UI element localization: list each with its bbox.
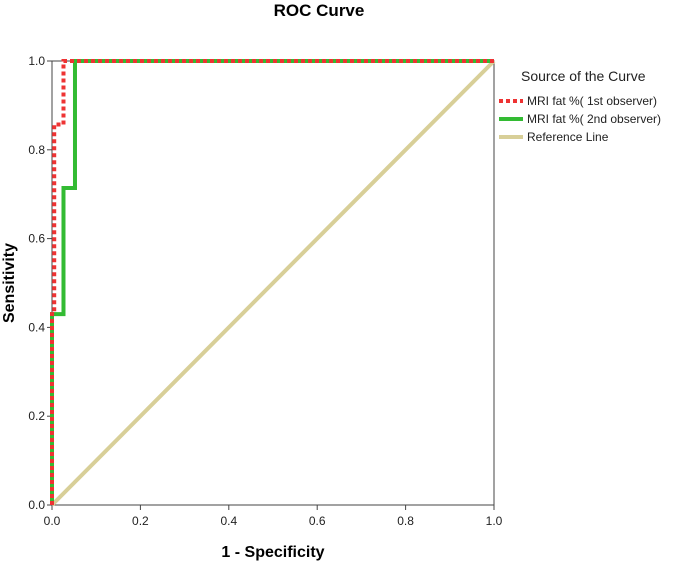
y-tick-label: 1.0 <box>28 54 45 68</box>
x-tick-label: 0.4 <box>220 514 237 528</box>
series-line-0 <box>50 59 494 505</box>
y-axis-title: Sensitivity <box>1 243 18 323</box>
legend-label: MRI fat %( 2nd observer) <box>527 112 661 126</box>
legend-label: MRI fat %( 1st observer) <box>527 94 657 108</box>
legend-label: Reference Line <box>527 130 609 144</box>
x-axis-title: 1 - Specificity <box>221 544 324 561</box>
series-line-2 <box>50 59 496 507</box>
axis-ticks: 0.0 0.2 0.4 0.6 0.8 1.0 0.0 0.2 0.4 0.6 0.8 1.0 <box>28 54 502 528</box>
x-tick-label: 1.0 <box>486 514 503 528</box>
chart-title: ROC Curve <box>274 1 365 20</box>
legend-title: Source of the Curve <box>521 68 646 84</box>
y-tick-label: 0.6 <box>28 232 45 246</box>
x-tick-label: 0.0 <box>44 514 61 528</box>
y-tick-label: 0.4 <box>28 320 45 334</box>
x-tick-label: 0.8 <box>397 514 414 528</box>
y-tick-label: 0.8 <box>28 143 45 157</box>
x-tick-label: 0.2 <box>132 514 149 528</box>
y-tick-label: 0.0 <box>28 498 45 512</box>
y-tick-label: 0.2 <box>28 409 45 423</box>
x-tick-label: 0.6 <box>309 514 326 528</box>
series-layer <box>50 59 496 507</box>
legend: Source of the Curve MRI fat %( 1st obser… <box>499 68 661 144</box>
